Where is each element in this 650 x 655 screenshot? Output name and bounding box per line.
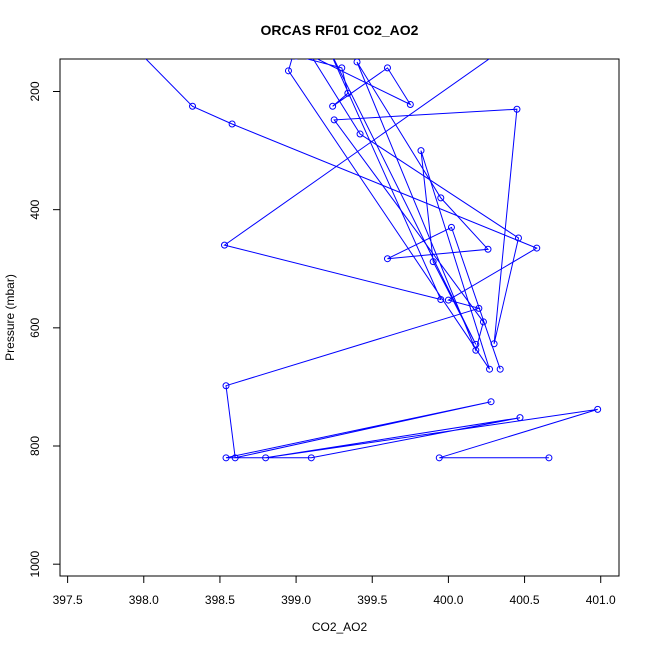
y-tick-label: 200 bbox=[28, 81, 42, 101]
series-line bbox=[305, 59, 520, 370]
data-point bbox=[126, 38, 132, 44]
data-point bbox=[186, 35, 192, 41]
x-axis: 397.5 398.0 398.5 399.0 399.5 400.0 400.5 401.0 bbox=[53, 576, 616, 607]
data-point bbox=[487, 398, 495, 406]
data-point bbox=[514, 234, 522, 242]
data-point bbox=[496, 365, 504, 373]
data-point bbox=[513, 105, 521, 113]
data-point bbox=[330, 116, 338, 124]
data-point bbox=[435, 454, 443, 462]
data-point bbox=[222, 454, 230, 462]
data-point bbox=[429, 258, 437, 266]
data-point bbox=[294, 59, 298, 60]
data-point bbox=[594, 405, 602, 413]
data-point bbox=[472, 340, 480, 348]
series-line bbox=[223, 59, 490, 370]
data-point bbox=[417, 147, 425, 155]
data-point bbox=[479, 318, 487, 326]
data-point bbox=[490, 340, 498, 348]
x-tick-label: 399.0 bbox=[281, 593, 311, 607]
data-point bbox=[262, 454, 270, 462]
data-point bbox=[475, 304, 483, 312]
plot-frame bbox=[59, 58, 620, 577]
y-axis: 200 400 600 800 1000 bbox=[28, 81, 60, 578]
data-point bbox=[231, 454, 239, 462]
x-tick-label: 398.0 bbox=[129, 593, 159, 607]
series-layer bbox=[126, 35, 602, 462]
data-point bbox=[228, 120, 236, 128]
data-point bbox=[499, 47, 505, 53]
data-point bbox=[444, 296, 452, 304]
x-tick-label: 397.5 bbox=[53, 593, 83, 607]
data-point bbox=[383, 64, 391, 72]
data-point bbox=[284, 67, 292, 75]
data-point bbox=[545, 454, 553, 462]
x-tick-label: 398.5 bbox=[205, 593, 235, 607]
y-tick-label: 1000 bbox=[28, 551, 42, 578]
y-axis-label: Pressure (mbar) bbox=[3, 274, 17, 361]
series-line bbox=[145, 59, 598, 459]
chart-title: ORCAS RF01 CO2_AO2 bbox=[261, 22, 419, 38]
data-point bbox=[293, 41, 299, 47]
data-point bbox=[324, 41, 330, 47]
data-point bbox=[437, 295, 445, 303]
data-point bbox=[516, 414, 524, 422]
data-point bbox=[309, 59, 314, 60]
data-point bbox=[307, 454, 315, 462]
data-point bbox=[484, 245, 492, 253]
data-point bbox=[222, 382, 230, 390]
data-point bbox=[329, 102, 337, 110]
data-point bbox=[356, 130, 364, 138]
y-tick-label: 600 bbox=[28, 318, 42, 338]
x-tick-label: 399.5 bbox=[357, 593, 387, 607]
x-tick-label: 400.0 bbox=[433, 593, 463, 607]
data-point bbox=[383, 255, 391, 263]
y-tick-label: 800 bbox=[28, 436, 42, 456]
data-point bbox=[406, 100, 414, 108]
x-tick-label: 401.0 bbox=[586, 593, 616, 607]
data-point bbox=[221, 241, 229, 249]
data-point bbox=[353, 59, 361, 66]
data-point bbox=[447, 223, 455, 231]
x-axis-label: CO2_AO2 bbox=[312, 620, 368, 634]
data-point bbox=[189, 102, 197, 110]
y-tick-label: 400 bbox=[28, 199, 42, 219]
data-point bbox=[437, 194, 445, 202]
x-tick-label: 400.5 bbox=[510, 593, 540, 607]
data-point bbox=[533, 244, 541, 252]
data-point bbox=[486, 365, 494, 373]
